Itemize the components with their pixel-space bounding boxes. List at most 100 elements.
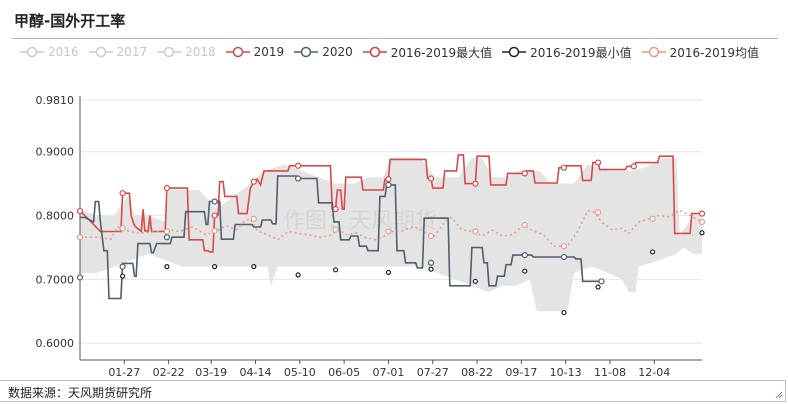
point-2019 — [521, 170, 528, 177]
point-2016-2019均值 — [332, 226, 339, 233]
legend-line-marker-icon — [641, 46, 666, 58]
point-2016-2019最小值 — [120, 273, 126, 279]
y-tick-label: 0.9810 — [36, 94, 75, 107]
point-2020 — [598, 278, 605, 285]
point-2019 — [295, 162, 302, 169]
point-2016-2019最小值 — [428, 266, 434, 272]
point-2019 — [698, 210, 706, 217]
point-2016-2019均值 — [427, 232, 435, 240]
legend-item-2018[interactable]: 2018 — [157, 45, 216, 59]
x-tick-label: 03-19 — [195, 366, 227, 379]
point-2016-2019均值 — [250, 215, 257, 222]
point-2016-2019最小值 — [522, 268, 528, 274]
point-2019 — [332, 206, 339, 213]
point-2019 — [250, 178, 257, 185]
point-2019 — [385, 176, 392, 183]
point-2016-2019最小值 — [561, 309, 567, 316]
legend-line-marker-icon — [225, 46, 250, 58]
watermark: 作图：天风期货 — [283, 209, 437, 234]
point-2016-2019均值 — [119, 225, 126, 232]
point-2016-2019均值 — [594, 209, 602, 216]
point-2016-2019最小值 — [649, 249, 656, 255]
point-2019 — [211, 212, 218, 219]
point-2020 — [521, 252, 528, 259]
point-2016-2019最小值 — [333, 267, 339, 273]
x-tick-label: 04-14 — [240, 366, 272, 379]
legend-label: 2016-2019最小值 — [530, 45, 632, 60]
chart-legend: 2016 2017 2018 2019 2020 2016-2019最大值 2016-201… — [20, 42, 769, 62]
legend-label: 2019 — [253, 45, 285, 59]
legend-label: 2016-2019最大值 — [390, 45, 493, 60]
point-2016-2019均值 — [76, 234, 84, 241]
point-2016-2019最小值 — [595, 284, 601, 290]
x-tick-label: 02-22 — [153, 366, 185, 379]
x-tick-label: 10-13 — [550, 366, 582, 379]
x-tick-label: 09-17 — [505, 366, 537, 379]
point-2016-2019最小值 — [295, 272, 301, 278]
legend-line-marker-icon — [20, 46, 44, 58]
point-2019 — [163, 184, 171, 192]
point-2016-2019均值 — [649, 215, 656, 222]
source-text: 数据来源：天风期货研究所 — [8, 386, 153, 400]
point-2020 — [427, 259, 435, 266]
point-2016-2019均值 — [698, 218, 706, 226]
legend-label: 2020 — [322, 45, 353, 59]
y-tick-label: 0.8000 — [36, 210, 75, 223]
legend-item-2020[interactable]: 2020 — [294, 45, 353, 59]
point-2016-2019均值 — [163, 228, 171, 235]
point-2016-2019均值 — [211, 227, 218, 234]
y-tick-label: 0.7000 — [36, 273, 75, 286]
legend-item-2016-2019最小值[interactable]: 2016-2019最小值 — [502, 44, 632, 61]
source-footer: 数据来源：天风期货研究所 — [0, 380, 786, 402]
point-2016-2019最小值 — [472, 278, 478, 284]
x-tick-label: 07-27 — [417, 366, 449, 379]
x-tick-label: 06-05 — [328, 366, 360, 379]
point-2020 — [211, 198, 218, 205]
legend-line-marker-icon — [502, 46, 527, 58]
legend-line-marker-icon — [362, 46, 387, 58]
point-2019 — [119, 190, 126, 197]
legend-line-marker-icon — [157, 46, 182, 58]
series-line-2019 — [79, 154, 702, 253]
point-2016-2019最小值 — [164, 264, 170, 270]
point-2020 — [295, 175, 302, 182]
point-2019 — [560, 164, 568, 171]
legend-line-marker-icon — [88, 46, 113, 58]
legend-item-2016[interactable]: 2016 — [20, 45, 79, 59]
point-2019 — [472, 180, 479, 187]
x-tick-label: 08-22 — [461, 366, 493, 379]
legend-label: 2016-2019均值 — [669, 45, 759, 60]
point-2019 — [594, 159, 602, 166]
chart-canvas: 0.9810 0.9000 0.8000 0.7000 0.6000 作图：天风期货 01-… — [36, 94, 706, 379]
point-2020 — [163, 234, 171, 241]
x-tick-label: 05-10 — [284, 366, 316, 379]
point-2016-2019最小值 — [385, 269, 392, 275]
series-line-2020 — [80, 175, 602, 300]
point-2019 — [76, 207, 84, 215]
x-tick-label: 11-08 — [594, 366, 626, 379]
point-2016-2019均值 — [385, 228, 392, 235]
legend-item-2016-2019最大值[interactable]: 2016-2019最大值 — [362, 44, 493, 61]
point-2019 — [427, 175, 435, 182]
point-2016-2019均值 — [560, 243, 568, 250]
series-line-2016-2019均值 — [80, 209, 703, 247]
point-2016-2019最小值 — [251, 264, 257, 270]
point-2019 — [630, 163, 637, 170]
legend-item-2017[interactable]: 2017 — [88, 45, 148, 59]
y-tick-label: 0.6000 — [36, 337, 75, 350]
legend-label: 2016 — [48, 45, 79, 59]
point-2020 — [560, 253, 568, 261]
legend-label: 2018 — [185, 45, 216, 59]
legend-label: 2017 — [116, 45, 148, 59]
legend-line-marker-icon — [294, 46, 319, 58]
resize-grip-icon[interactable] — [775, 391, 783, 399]
point-2016-2019均值 — [521, 222, 528, 229]
title-divider — [12, 38, 778, 39]
max-min-band — [80, 158, 702, 312]
legend-item-2019[interactable]: 2019 — [225, 45, 285, 59]
point-2016-2019最小值 — [699, 230, 705, 236]
x-tick-label: 07-01 — [372, 366, 404, 379]
legend-item-2016-2019均值[interactable]: 2016-2019均值 — [641, 44, 759, 61]
point-2020 — [385, 181, 392, 189]
y-tick-label: 0.9000 — [36, 146, 75, 159]
